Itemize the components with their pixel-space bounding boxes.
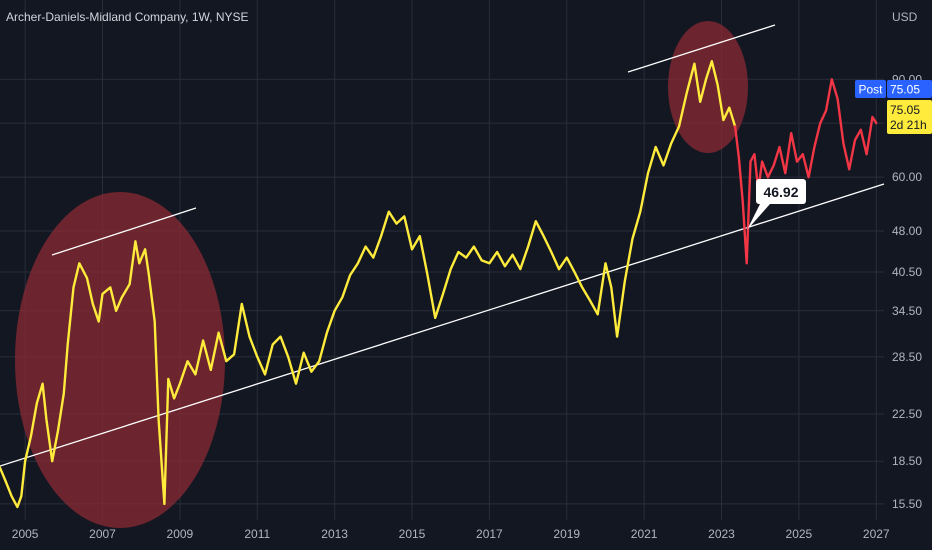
- x-tick-label-11: 2027: [863, 527, 890, 541]
- post-price-badge: [887, 80, 932, 98]
- currency-label: USD: [892, 10, 918, 24]
- x-tick-label-4: 2013: [321, 527, 348, 541]
- x-tick-label-6: 2017: [476, 527, 503, 541]
- last-price: 75.05: [890, 103, 920, 117]
- y-tick-label-4: 34.50: [892, 304, 922, 318]
- x-tick-label-3: 2011: [244, 527, 270, 541]
- time-axis[interactable]: 2005 2007 2009 2011 2013 2015 2017 2019 2021 2023…: [12, 527, 890, 541]
- y-tick-label-5: 40.50: [892, 265, 922, 279]
- x-tick-label-8: 2021: [631, 527, 658, 541]
- y-tick-label-0: 15.50: [892, 497, 922, 511]
- callout-value: 46.92: [763, 184, 798, 200]
- last-price-badge: [887, 100, 932, 134]
- resistance-line-2007: [51, 207, 197, 256]
- trend-lines: [0, 24, 885, 467]
- price-line-series-0: [0, 60, 737, 509]
- post-label-badge: [855, 80, 886, 98]
- bar-countdown: 2d 21h: [890, 118, 927, 132]
- chart-title: Archer-Daniels-Midland Company, 1W, NYSE: [6, 10, 249, 24]
- y-tick-label-6: 48.00: [892, 224, 922, 238]
- price-callout: 46.92: [747, 179, 806, 230]
- x-tick-label-10: 2025: [786, 527, 813, 541]
- resistance-line-2022: [627, 24, 776, 73]
- post-label: Post: [858, 83, 883, 97]
- x-tick-label-5: 2015: [399, 527, 426, 541]
- post-price: 75.05: [890, 83, 920, 97]
- x-tick-label-7: 2019: [553, 527, 580, 541]
- highlight-circle-2008: [15, 192, 225, 528]
- price-series: [0, 60, 878, 509]
- y-tick-label-3: 28.50: [892, 350, 922, 364]
- support-trendline: [0, 183, 885, 467]
- y-tick-label-2: 22.50: [892, 407, 922, 421]
- y-tick-label-7: 60.00: [892, 170, 922, 184]
- x-tick-label-1: 2007: [89, 527, 116, 541]
- callout-pointer: [747, 204, 770, 230]
- price-axis[interactable]: USD 15.50 18.50 22.50 28.50 34.50 40.50 48.00 6…: [892, 10, 922, 511]
- x-tick-label-0: 2005: [12, 527, 39, 541]
- y-tick-label-1: 18.50: [892, 454, 922, 468]
- highlight-circle-2022: [668, 21, 748, 153]
- x-tick-label-9: 2023: [708, 527, 735, 541]
- price-badges: Post 75.05 75.05 2d 21h: [855, 80, 932, 134]
- x-tick-label-2: 2009: [167, 527, 194, 541]
- price-line-series-1: [733, 78, 878, 265]
- callout-box: [756, 179, 806, 204]
